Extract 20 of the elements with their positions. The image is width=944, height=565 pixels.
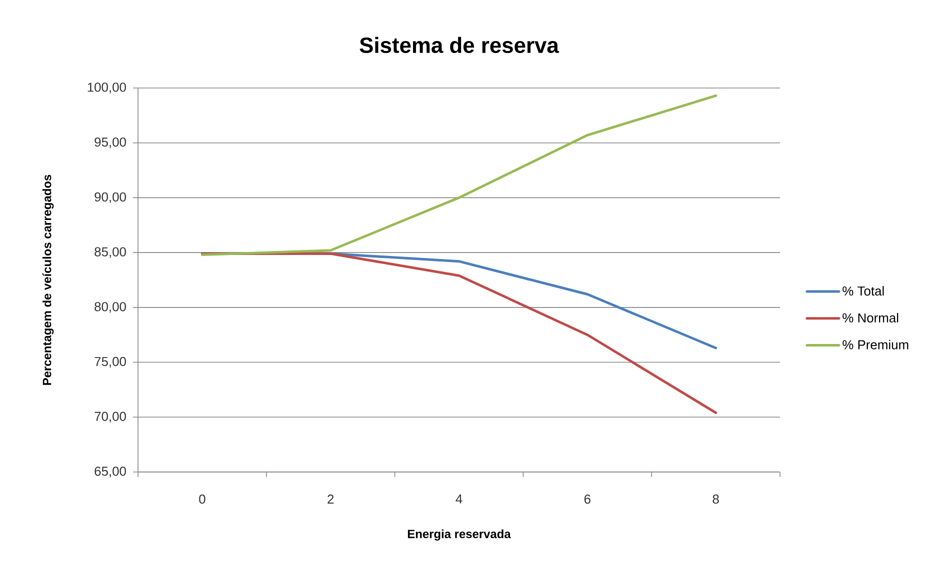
y-tick-label: 80,00 bbox=[94, 302, 126, 313]
y-tick-label: 100,00 bbox=[88, 82, 126, 94]
y-axis-title: Percentagem de veículos carregados bbox=[42, 174, 54, 385]
chart-title: Sistema de reserva bbox=[360, 36, 560, 54]
y-tick-label: 75,00 bbox=[94, 356, 126, 368]
legend-label: % Normal bbox=[842, 312, 898, 322]
x-tick-label: 4 bbox=[456, 494, 462, 504]
x-tick-label: 6 bbox=[584, 494, 590, 504]
y-tick-label: 70,00 bbox=[94, 412, 126, 422]
y-tick-label: 65,00 bbox=[94, 466, 126, 478]
legend-label: % Total bbox=[842, 286, 884, 296]
legend-label: % Premium bbox=[842, 340, 908, 350]
x-tick-label: 0 bbox=[199, 494, 206, 504]
x-axis-title: Energia reservada bbox=[408, 529, 511, 541]
y-tick-label: 95,00 bbox=[94, 138, 126, 148]
x-tick-label: 2 bbox=[328, 494, 334, 504]
y-tick-label: 90,00 bbox=[94, 192, 126, 204]
x-tick-label: 8 bbox=[712, 494, 719, 504]
line-series bbox=[200, 94, 718, 256]
y-tick-label: 85,00 bbox=[94, 247, 126, 258]
